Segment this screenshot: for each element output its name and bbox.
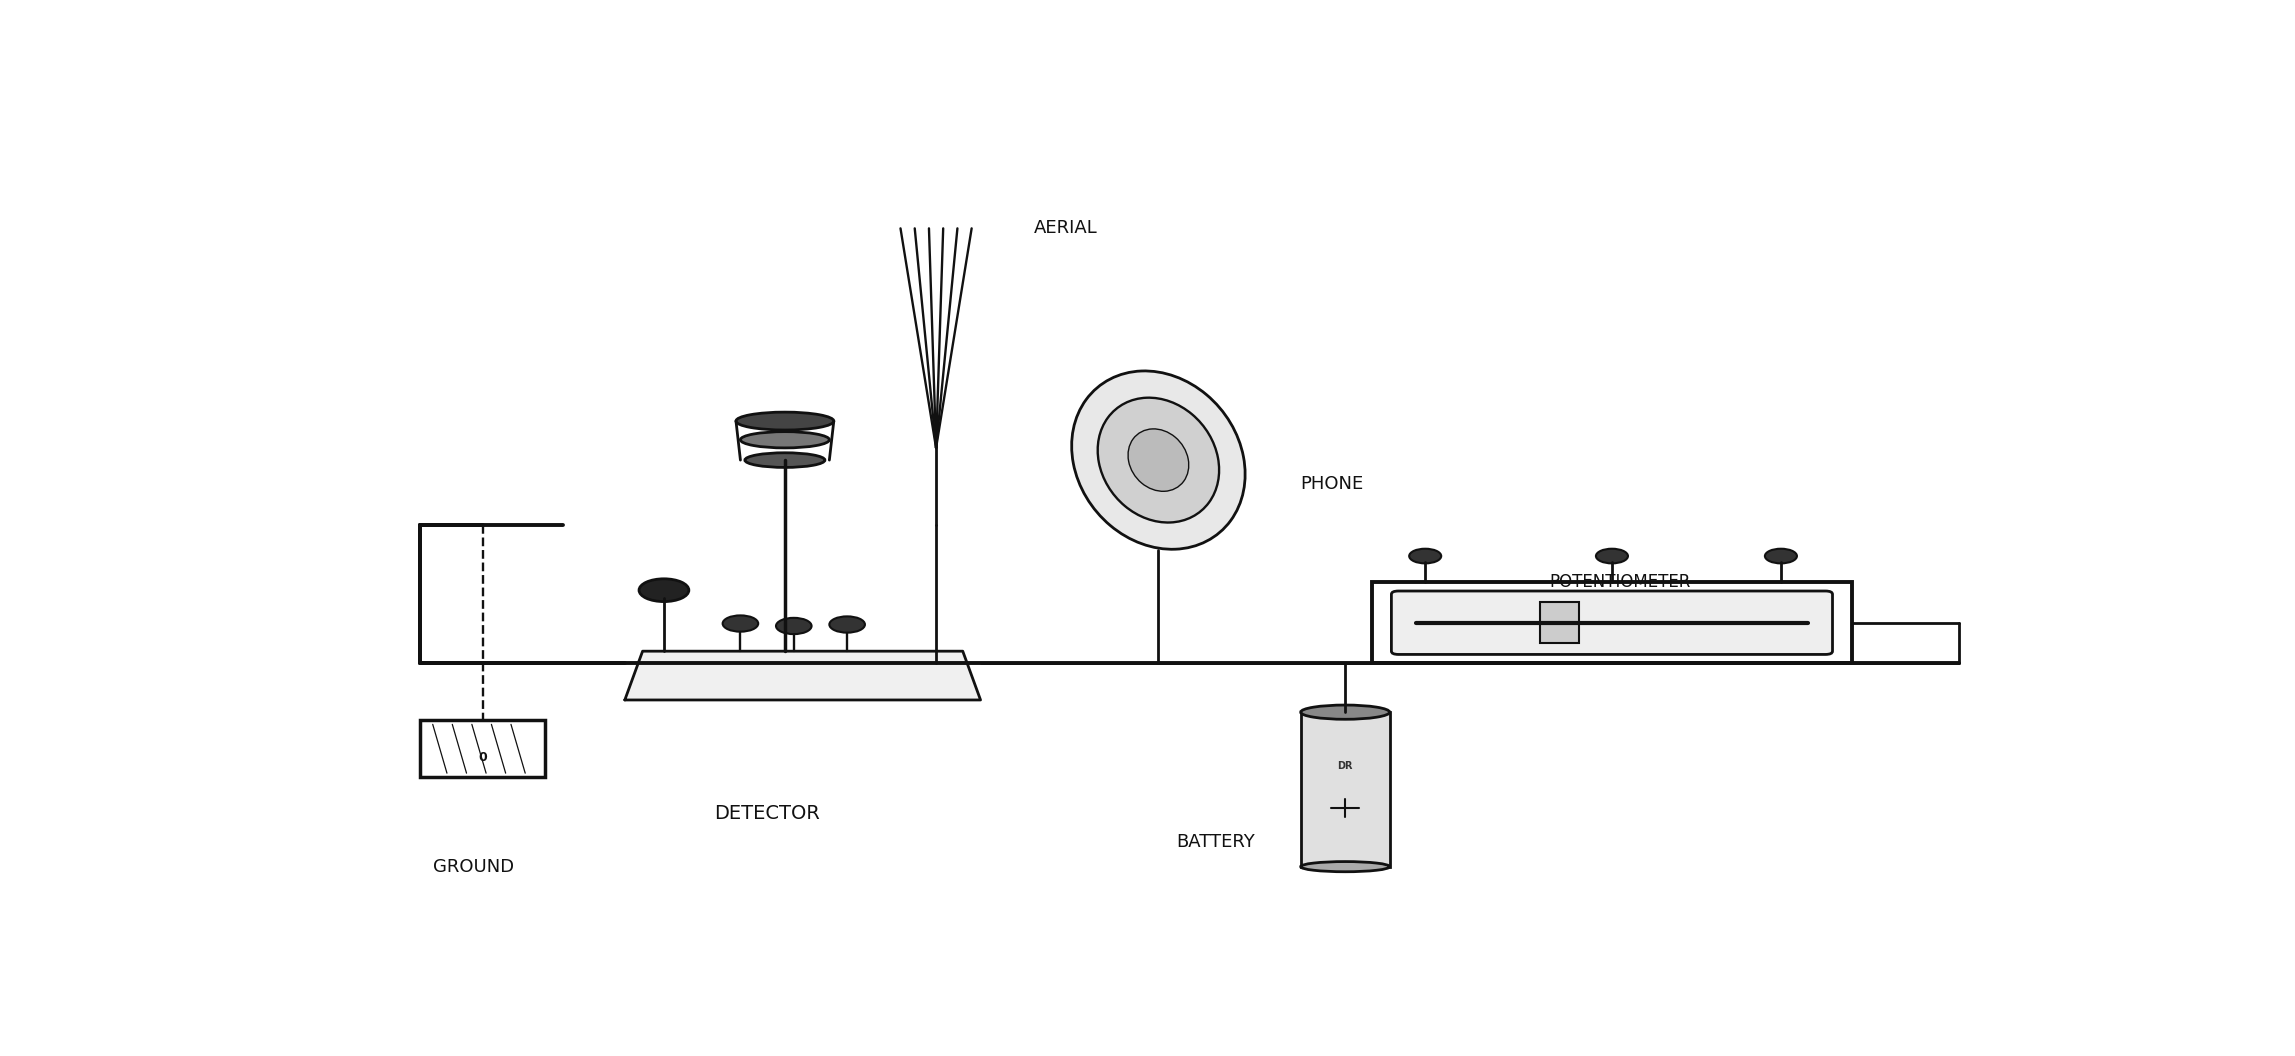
Text: GROUND: GROUND xyxy=(434,857,514,875)
Ellipse shape xyxy=(741,432,828,448)
Ellipse shape xyxy=(737,412,833,430)
Ellipse shape xyxy=(1129,429,1189,491)
Circle shape xyxy=(776,618,812,634)
Ellipse shape xyxy=(1097,398,1219,523)
Circle shape xyxy=(1595,549,1627,563)
Text: AERIAL: AERIAL xyxy=(1033,220,1097,238)
Ellipse shape xyxy=(1301,862,1388,872)
Circle shape xyxy=(638,579,688,602)
Circle shape xyxy=(828,617,865,633)
Ellipse shape xyxy=(746,453,824,468)
Text: PHONE: PHONE xyxy=(1301,475,1363,493)
Text: 0: 0 xyxy=(477,751,487,763)
Bar xyxy=(1540,602,1579,643)
Ellipse shape xyxy=(1301,705,1388,719)
Text: DR: DR xyxy=(1338,761,1354,771)
Polygon shape xyxy=(624,652,980,700)
Circle shape xyxy=(723,616,757,631)
Ellipse shape xyxy=(1072,371,1246,549)
Bar xyxy=(420,720,544,777)
FancyBboxPatch shape xyxy=(1391,591,1831,655)
Circle shape xyxy=(1409,549,1441,563)
Circle shape xyxy=(1765,549,1797,563)
Bar xyxy=(1372,582,1852,663)
Text: DETECTOR: DETECTOR xyxy=(714,805,819,824)
Bar xyxy=(1301,712,1388,867)
Text: POTENTIOMETER: POTENTIOMETER xyxy=(1549,573,1691,591)
Text: BATTERY: BATTERY xyxy=(1175,833,1255,851)
